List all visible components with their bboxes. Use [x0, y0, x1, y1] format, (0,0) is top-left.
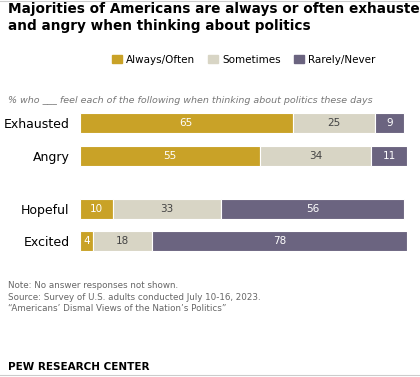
Bar	[80, 199, 113, 219]
Text: 10: 10	[89, 204, 103, 214]
Text: 18: 18	[116, 236, 129, 246]
Text: 25: 25	[327, 118, 340, 128]
Text: 55: 55	[163, 151, 176, 161]
Bar	[80, 113, 293, 133]
Text: Note: No answer responses not shown.
Source: Survey of U.S. adults conducted Jul: Note: No answer responses not shown. Sou…	[8, 281, 261, 313]
Text: 4: 4	[83, 236, 89, 246]
Bar	[113, 199, 220, 219]
Bar	[220, 199, 404, 219]
Bar	[293, 113, 375, 133]
Text: 65: 65	[180, 118, 193, 128]
Bar	[152, 231, 407, 251]
Legend: Always/Often, Sometimes, Rarely/Never: Always/Often, Sometimes, Rarely/Never	[108, 51, 380, 69]
Bar	[260, 146, 371, 166]
Text: 34: 34	[309, 151, 322, 161]
Bar	[93, 231, 152, 251]
Text: % who ___ feel each of the following when thinking about politics these days: % who ___ feel each of the following whe…	[8, 96, 373, 105]
Bar	[80, 146, 260, 166]
Bar	[80, 231, 93, 251]
Text: Majorities of Americans are always or often exhausted
and angry when thinking ab: Majorities of Americans are always or of…	[8, 2, 420, 33]
Text: PEW RESEARCH CENTER: PEW RESEARCH CENTER	[8, 362, 150, 372]
Bar	[371, 146, 407, 166]
Text: 56: 56	[306, 204, 319, 214]
Text: 9: 9	[386, 118, 393, 128]
Text: 78: 78	[273, 236, 286, 246]
Bar	[375, 113, 404, 133]
Text: 11: 11	[383, 151, 396, 161]
Text: 33: 33	[160, 204, 173, 214]
